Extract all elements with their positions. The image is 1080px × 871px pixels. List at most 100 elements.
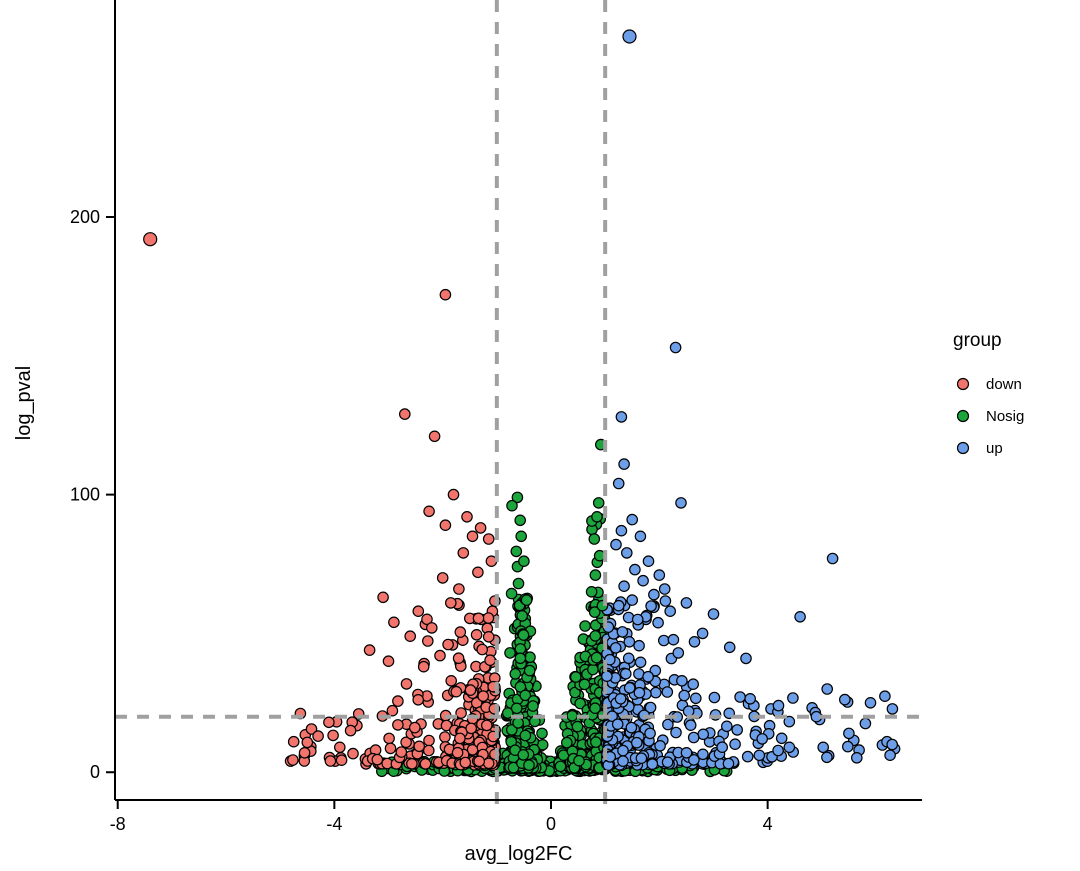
data-point-down — [344, 724, 357, 737]
data-point-down — [464, 684, 477, 696]
data-point-up — [611, 718, 624, 730]
data-point-down — [465, 722, 477, 735]
data-point-up — [716, 741, 728, 753]
data-point-down — [482, 630, 495, 643]
data-point-down — [476, 643, 488, 656]
data-point-up — [658, 583, 671, 595]
data-point-up — [772, 699, 785, 712]
data-point-up — [720, 720, 733, 733]
data-point-up — [680, 597, 693, 609]
data-point-down — [143, 232, 158, 247]
data-point-down — [384, 742, 397, 755]
data-point-Nosig — [523, 759, 535, 771]
data-point-Nosig — [517, 629, 530, 641]
legend-label-up: up — [986, 440, 1003, 457]
data-point-up — [630, 736, 643, 749]
data-point-up — [689, 692, 702, 705]
data-point-up — [615, 524, 628, 537]
data-point-down — [423, 734, 435, 747]
data-point-down — [377, 591, 389, 604]
data-point-down — [305, 723, 318, 735]
data-point-down — [412, 693, 424, 706]
data-point-down — [461, 510, 473, 523]
data-point-Nosig — [523, 664, 536, 677]
data-point-down — [421, 635, 434, 647]
data-point-down — [422, 744, 435, 757]
data-point-up — [783, 741, 796, 754]
data-point-down — [428, 430, 441, 443]
data-point-down — [382, 655, 395, 667]
x-tick-label: -8 — [110, 814, 126, 834]
data-point-Nosig — [514, 681, 527, 693]
data-point-Nosig — [591, 510, 603, 523]
data-point-up — [741, 750, 754, 763]
data-point-down — [452, 652, 465, 664]
data-point-up — [753, 749, 766, 762]
data-point-up — [783, 715, 796, 728]
legend-label-Nosig: Nosig — [986, 408, 1024, 425]
data-point-down — [445, 674, 457, 687]
data-point-down — [477, 690, 489, 702]
legend-key-Nosig-icon — [956, 409, 970, 423]
data-point-up — [645, 600, 657, 612]
data-point-down — [301, 736, 314, 749]
data-point-Nosig — [505, 587, 518, 600]
data-point-up — [649, 686, 662, 699]
data-point-up — [612, 477, 625, 490]
data-point-down — [484, 654, 496, 666]
y-tick-label: 200 — [70, 207, 100, 227]
data-point-up — [642, 670, 654, 683]
data-point-down — [454, 626, 467, 638]
y-axis-title: log_pval — [13, 366, 35, 441]
data-point-Nosig — [585, 585, 598, 598]
data-point-up — [618, 580, 630, 592]
data-point-up — [843, 727, 855, 740]
data-point-down — [392, 695, 404, 707]
data-point-Nosig — [590, 651, 603, 664]
data-point-up — [687, 678, 699, 690]
data-point-down — [442, 638, 454, 651]
data-point-down — [436, 572, 449, 584]
data-point-up — [722, 757, 735, 770]
data-point-Nosig — [589, 702, 601, 714]
x-tick-label: 4 — [763, 814, 773, 834]
data-point-down — [333, 741, 346, 754]
data-point-up — [661, 686, 674, 698]
y-axis: 0 100 200 — [70, 0, 116, 800]
data-point-Nosig — [590, 736, 602, 748]
data-point-down — [335, 754, 348, 766]
data-point-up — [662, 718, 674, 731]
data-point-Nosig — [560, 736, 573, 749]
data-point-up — [617, 755, 629, 767]
data-point-up — [625, 721, 638, 734]
data-point-up — [688, 754, 700, 766]
data-point-up — [850, 751, 863, 764]
data-point-up — [687, 731, 700, 744]
data-point-down — [386, 704, 399, 717]
data-point-Nosig — [569, 671, 582, 683]
data-point-up — [859, 717, 872, 730]
data-point-Nosig — [578, 678, 591, 691]
data-point-up — [603, 653, 616, 666]
legend-label-down: down — [986, 376, 1022, 393]
data-point-up — [729, 738, 741, 750]
data-point-Nosig — [588, 533, 601, 545]
data-point-Nosig — [574, 697, 586, 710]
data-point-up — [623, 635, 636, 648]
data-point-up — [616, 626, 629, 638]
data-point-up — [821, 683, 833, 695]
data-point-up — [667, 633, 680, 646]
data-point-up — [688, 635, 701, 648]
data-point-up — [612, 599, 625, 612]
data-point-up — [678, 689, 690, 702]
data-point-down — [398, 408, 411, 420]
data-point-up — [669, 341, 682, 354]
data-point-down — [473, 755, 485, 768]
data-point-up — [864, 696, 877, 709]
data-point-Nosig — [518, 555, 530, 567]
data-point-up — [619, 667, 632, 680]
data-point-down — [444, 597, 457, 609]
data-point-Nosig — [520, 594, 533, 606]
data-point-down — [400, 678, 413, 690]
